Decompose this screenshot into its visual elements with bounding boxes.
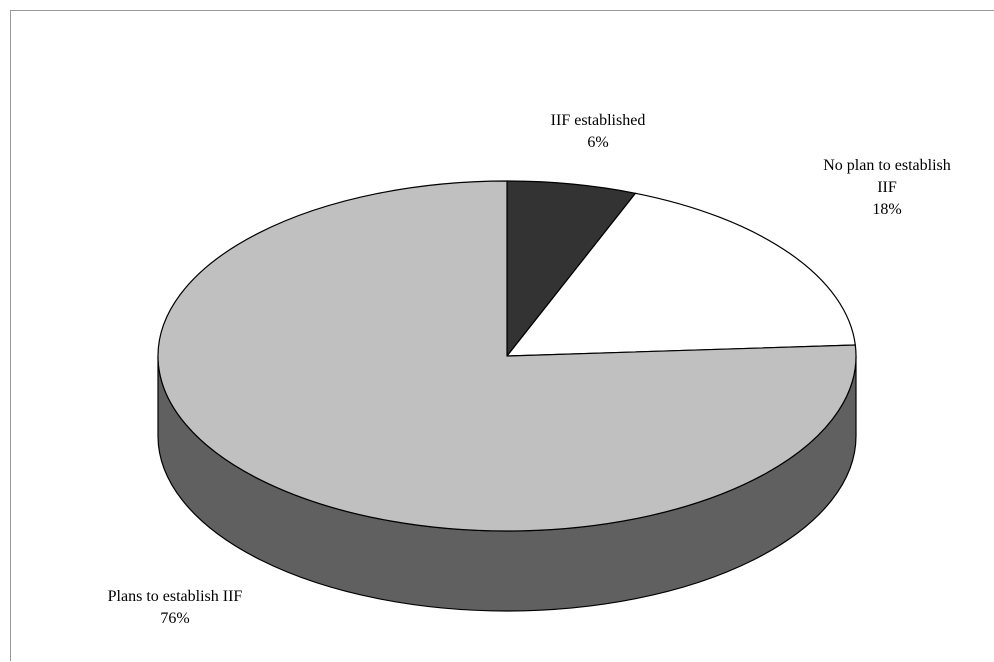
slice-name-label-1: No plan to establish (823, 157, 951, 174)
slice-name-label-1: IIF (877, 179, 897, 196)
pie-slice-1 (506, 192, 856, 357)
pie-slice-0 (506, 180, 637, 357)
pie-chart: IIF established 6% No plan to establish IIF… (108, 112, 951, 627)
slice-value-label-1: 18% (872, 201, 901, 218)
chart-frame: IIF established 6% No plan to establish IIF… (10, 10, 994, 661)
slice-label-1: No plan to establish IIF 18% (823, 157, 951, 218)
slice-value-label-2: 76% (160, 610, 189, 627)
slice-name-label-2: Plans to establish IIF (108, 588, 243, 605)
slice-value-label-0: 6% (587, 134, 608, 151)
slice-label-2: Plans to establish IIF 76% (108, 588, 243, 627)
slice-label-0: IIF established 6% (551, 112, 646, 151)
pie-slice-2 (157, 180, 857, 532)
slice-name-label-0: IIF established (551, 112, 646, 129)
